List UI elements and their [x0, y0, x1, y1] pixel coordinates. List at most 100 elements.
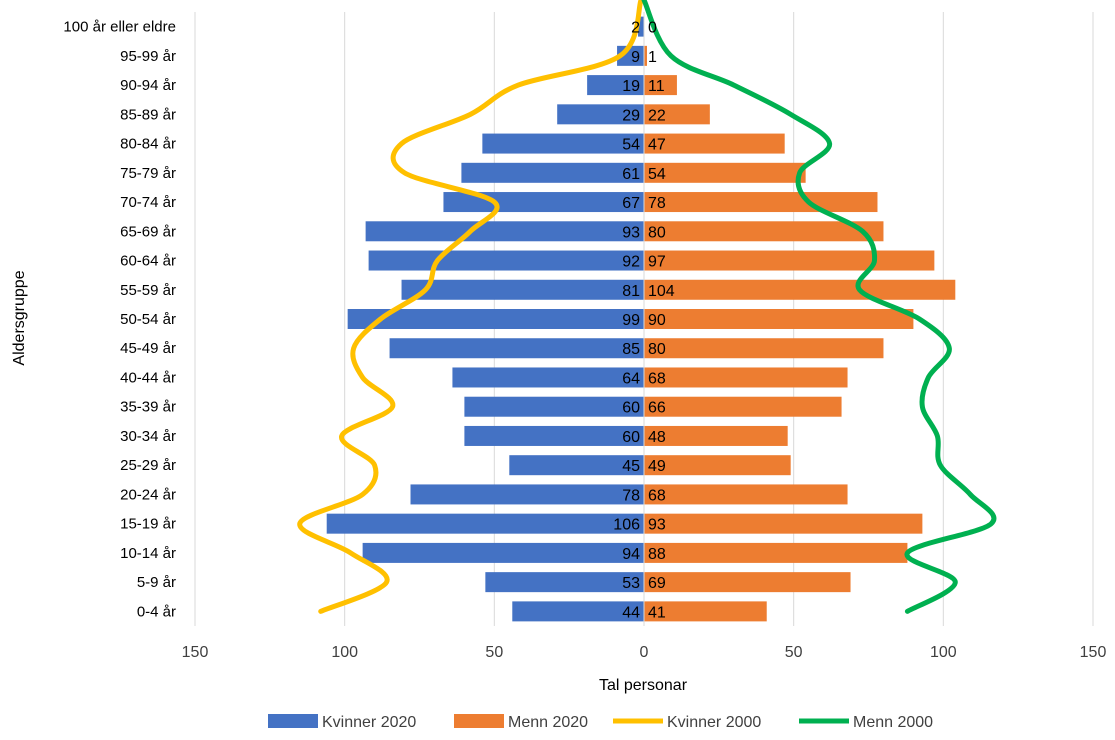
data-label: 93 [622, 224, 640, 241]
data-label: 44 [622, 604, 640, 621]
data-label: 48 [648, 429, 666, 446]
data-label: 69 [648, 575, 666, 592]
category-label: 70-74 år [120, 194, 176, 211]
bar [389, 338, 644, 359]
data-label: 68 [648, 487, 666, 504]
data-label: 54 [622, 137, 640, 154]
data-label: 93 [648, 517, 666, 534]
bar [362, 542, 644, 563]
legend-item: Kvinner 2020 [268, 714, 416, 731]
bar [326, 513, 644, 534]
category-label: 10-14 år [120, 545, 176, 562]
bar [638, 16, 644, 37]
data-label: 80 [648, 341, 666, 358]
series-line [297, 0, 644, 614]
bars [326, 16, 956, 622]
data-label: 11 [648, 78, 665, 95]
category-label: 80-84 år [120, 136, 176, 153]
category-label: 20-24 år [120, 486, 176, 503]
bar [461, 162, 644, 183]
category-label: 95-99 år [120, 48, 176, 65]
bar [410, 484, 644, 505]
data-label: 61 [622, 166, 640, 183]
x-axis-title: Tal personar [599, 677, 688, 694]
bar [644, 45, 647, 66]
data-label: 92 [622, 254, 640, 271]
data-labels: 2919295461679392819985646060457810694534… [613, 20, 675, 622]
category-label: 15-19 år [120, 516, 176, 533]
bar [644, 279, 956, 300]
x-tick-label: 50 [485, 644, 503, 661]
bar [644, 309, 914, 329]
bar [644, 601, 767, 622]
data-label: 60 [622, 429, 640, 446]
x-tick-label: 150 [182, 644, 209, 661]
legend-label: Menn 2000 [853, 714, 933, 731]
x-tick-label: 100 [331, 644, 358, 661]
data-label: 66 [648, 400, 666, 417]
legend-item: Menn 2020 [454, 714, 588, 731]
bar [644, 396, 842, 417]
series-line [641, 0, 997, 614]
lines [297, 0, 997, 614]
bar [644, 250, 935, 271]
bar [443, 192, 644, 213]
bar [365, 221, 644, 242]
data-label: 80 [648, 224, 666, 241]
bar [557, 104, 644, 125]
category-label: 85-89 år [120, 106, 176, 123]
y-axis-title: Aldersgruppe [11, 270, 28, 365]
category-label: 60-64 år [120, 253, 176, 270]
bar [464, 425, 644, 446]
bar [644, 572, 851, 593]
data-label: 41 [648, 604, 666, 621]
bar [452, 367, 644, 388]
bar [512, 601, 644, 622]
legend: Kvinner 2020 Menn 2020 Kvinner 2000 Menn 20… [268, 714, 933, 731]
x-tick-label: 0 [640, 644, 649, 661]
x-tick-label: 100 [930, 644, 957, 661]
legend-label: Menn 2020 [508, 714, 588, 731]
bar [368, 250, 644, 271]
category-label: 75-79 år [120, 165, 176, 182]
data-label: 29 [622, 107, 640, 124]
data-label: 90 [648, 312, 666, 329]
legend-swatch [268, 714, 318, 728]
bar [644, 455, 791, 476]
x-tick-label: 150 [1080, 644, 1107, 661]
data-label: 9 [631, 49, 640, 66]
bar [644, 162, 806, 183]
bar [644, 513, 923, 534]
bar [347, 309, 644, 329]
bar [482, 133, 644, 154]
category-label: 50-54 år [120, 311, 176, 328]
category-label: 25-29 år [120, 457, 176, 474]
legend-label: Kvinner 2020 [322, 714, 416, 731]
bar [644, 484, 848, 505]
category-label: 45-49 år [120, 340, 176, 357]
data-label: 78 [622, 487, 640, 504]
data-label: 78 [648, 195, 666, 212]
data-label: 0 [648, 20, 657, 37]
data-label: 22 [648, 107, 666, 124]
data-label: 45 [622, 458, 640, 475]
x-tick-labels: 150 100 50 0 50 100 150 [182, 644, 1107, 661]
data-label: 53 [622, 575, 640, 592]
data-label: 1 [648, 49, 657, 66]
data-label: 68 [648, 370, 666, 387]
category-label: 65-69 år [120, 223, 176, 240]
data-label: 104 [648, 283, 675, 300]
category-label: 0-4 år [137, 603, 176, 620]
category-label: 100 år eller eldre [63, 19, 176, 36]
category-label: 40-44 år [120, 369, 176, 386]
data-label: 106 [613, 517, 640, 534]
bar [644, 221, 884, 242]
bar [509, 455, 644, 476]
category-label: 55-59 år [120, 282, 176, 299]
category-labels: 100 år eller eldre 95-99 år 90-94 år 85-89 … [63, 19, 176, 621]
data-label: 85 [622, 341, 640, 358]
legend-item: Kvinner 2000 [613, 714, 761, 731]
bar [644, 425, 788, 446]
data-label: 54 [648, 166, 666, 183]
